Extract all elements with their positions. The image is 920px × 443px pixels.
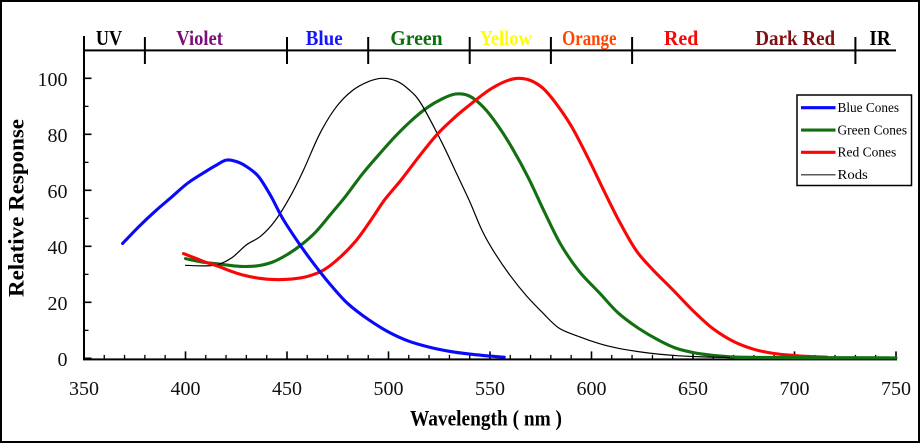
svg-text:Green Cones: Green Cones (838, 123, 908, 138)
svg-text:450: 450 (272, 378, 302, 400)
svg-text:Violet: Violet (176, 26, 223, 50)
svg-text:650: 650 (678, 378, 708, 400)
svg-text:Orange: Orange (562, 26, 616, 50)
svg-text:600: 600 (577, 378, 607, 400)
svg-text:80: 80 (48, 125, 68, 147)
svg-text:Red Cones: Red Cones (838, 146, 897, 161)
svg-text:60: 60 (48, 181, 68, 203)
svg-text:750: 750 (881, 378, 911, 400)
svg-text:500: 500 (374, 378, 404, 400)
svg-text:Green: Green (390, 26, 442, 50)
svg-text:700: 700 (780, 378, 810, 400)
svg-text:Wavelength ( nm ): Wavelength ( nm ) (410, 406, 562, 431)
svg-text:350: 350 (69, 378, 99, 400)
svg-text:Blue: Blue (306, 26, 343, 50)
svg-text:Blue Cones: Blue Cones (838, 101, 900, 116)
svg-text:Relative Response: Relative Response (4, 119, 29, 297)
svg-text:550: 550 (475, 378, 505, 400)
svg-text:Dark Red: Dark Red (755, 26, 835, 50)
svg-text:UV: UV (96, 26, 122, 50)
svg-text:100: 100 (38, 69, 68, 91)
svg-text:0: 0 (58, 349, 68, 371)
svg-text:400: 400 (171, 378, 201, 400)
svg-text:IR: IR (869, 26, 891, 50)
svg-text:Yellow: Yellow (480, 26, 533, 50)
svg-text:20: 20 (48, 293, 68, 315)
svg-text:Rods: Rods (838, 168, 868, 183)
svg-text:Red: Red (664, 26, 699, 50)
svg-text:40: 40 (48, 237, 68, 259)
